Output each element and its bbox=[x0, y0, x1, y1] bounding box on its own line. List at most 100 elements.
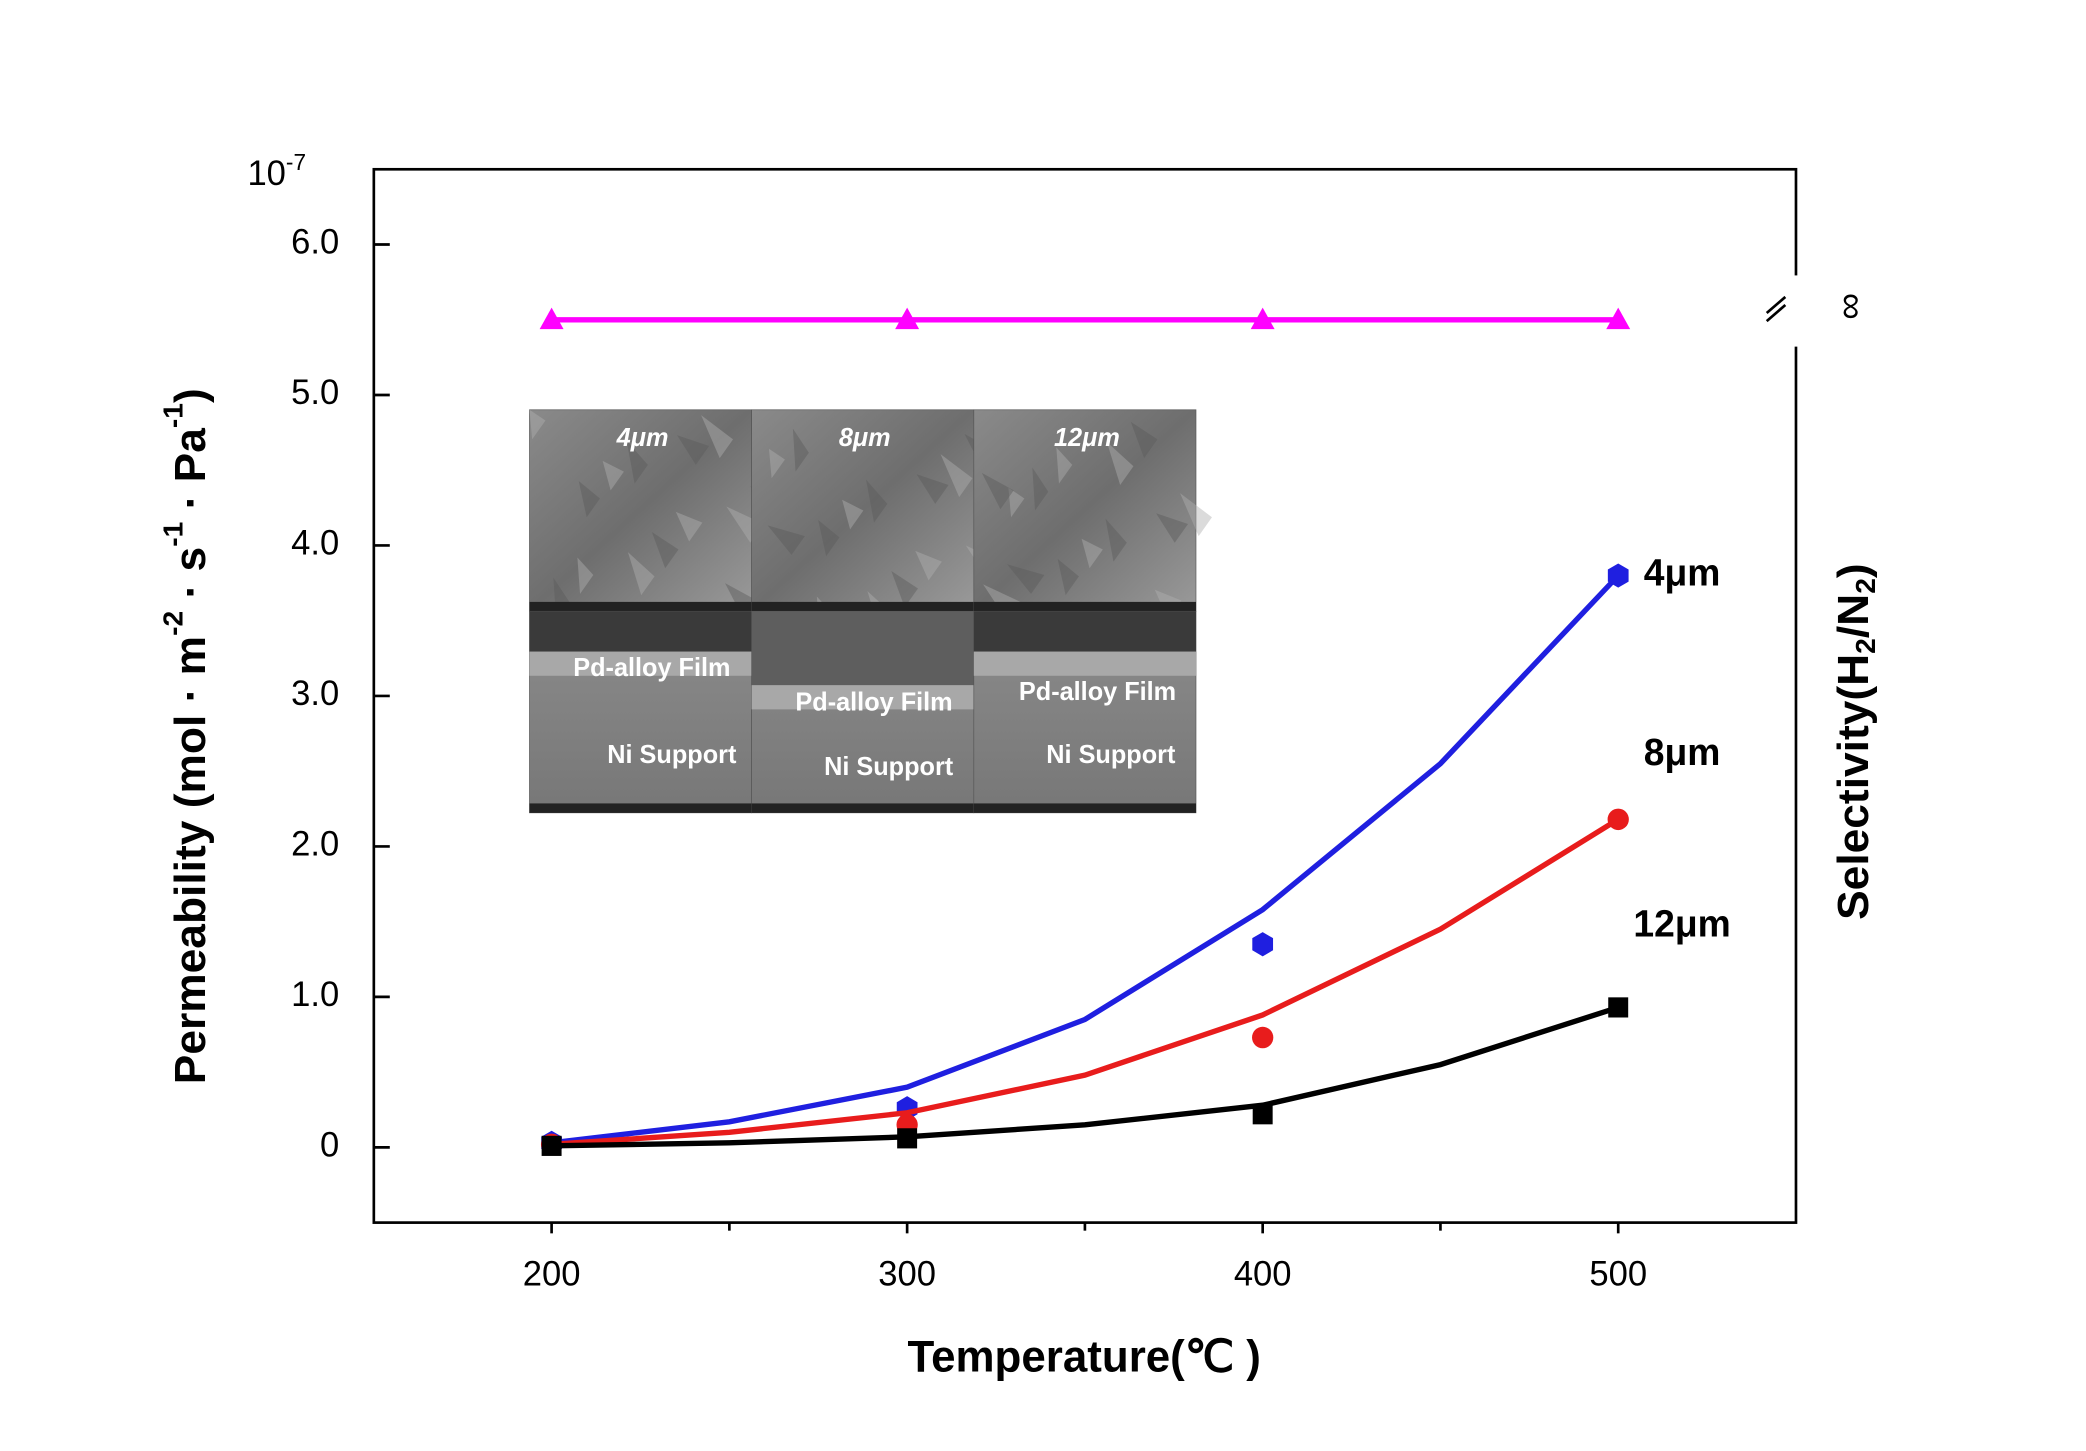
data-point bbox=[897, 1128, 918, 1149]
sem-grain bbox=[981, 472, 1014, 510]
inset-support-label: Ni Support bbox=[607, 741, 737, 769]
axis-break-mark bbox=[1765, 295, 1787, 315]
x-tick-label: 500 bbox=[1589, 1255, 1647, 1293]
inset-film-label: Pd-alloy Film bbox=[573, 654, 730, 682]
data-point bbox=[1607, 563, 1629, 588]
fit-curve bbox=[551, 573, 1621, 1146]
y-axis-title-superscript: -1 bbox=[158, 403, 189, 428]
sem-grain bbox=[818, 519, 840, 557]
series-label: 8μm bbox=[1644, 731, 1721, 773]
sem-grain bbox=[891, 570, 918, 608]
sem-grain bbox=[578, 480, 600, 518]
y-tick-label: 4.0 bbox=[291, 525, 339, 563]
sem-grain bbox=[1106, 442, 1134, 486]
sem-grain bbox=[675, 511, 703, 542]
sem-scalebar bbox=[973, 601, 1196, 612]
sem-grain bbox=[529, 409, 546, 440]
y2-axis-title: Selectivity(H2/N2) bbox=[1829, 563, 1882, 920]
sem-film bbox=[751, 685, 974, 710]
series-label: 12μm bbox=[1633, 903, 1730, 945]
data-point bbox=[895, 307, 920, 330]
y-axis-title-part: ) bbox=[166, 388, 215, 403]
sem-grain bbox=[626, 440, 648, 484]
sem-surface bbox=[751, 409, 975, 612]
y2-axis-title-subscript: 2 bbox=[1850, 638, 1881, 654]
sem-grain bbox=[1008, 487, 1025, 518]
sem-grain bbox=[627, 552, 655, 596]
data-point bbox=[1606, 307, 1631, 330]
inset-thickness-label: 8μm bbox=[839, 424, 891, 452]
y2-tick-label: ∞ bbox=[1828, 293, 1870, 320]
y-multiplier-base: 10 bbox=[247, 155, 285, 193]
sem-vacuum bbox=[529, 611, 752, 652]
y2-axis-title-part: ) bbox=[1829, 563, 1878, 578]
sem-grain bbox=[1156, 513, 1189, 543]
sem-grain bbox=[767, 525, 805, 555]
y-tick-label: 3.0 bbox=[291, 675, 339, 713]
data-point bbox=[539, 307, 564, 330]
sem-vacuum bbox=[973, 611, 1196, 652]
sem-grain bbox=[677, 435, 710, 465]
sem-grain bbox=[842, 499, 864, 530]
sem-scalebar bbox=[973, 803, 1196, 813]
y-axis-title-part: · s bbox=[166, 547, 215, 611]
sem-grain bbox=[1056, 447, 1073, 484]
y-multiplier-exponent: -7 bbox=[286, 149, 306, 175]
data-point bbox=[1252, 1104, 1273, 1125]
sem-grain bbox=[651, 532, 679, 569]
sem-grain bbox=[866, 479, 888, 523]
sem-grain bbox=[1180, 493, 1212, 537]
sem-scalebar bbox=[529, 803, 752, 813]
x-tick-label: 300 bbox=[878, 1255, 936, 1293]
y-axis-title-superscript: -1 bbox=[158, 522, 189, 547]
data-point bbox=[1608, 997, 1629, 1018]
x-tick-label: 200 bbox=[523, 1255, 581, 1293]
axis-break-mark bbox=[1765, 303, 1787, 323]
inset-support-label: Ni Support bbox=[824, 753, 954, 781]
sem-scalebar bbox=[529, 601, 752, 612]
sem-grain bbox=[940, 454, 973, 498]
inset-film-label: Pd-alloy Film bbox=[795, 689, 952, 717]
sem-grain bbox=[1057, 558, 1079, 596]
data-point bbox=[541, 1135, 562, 1156]
sem-surface bbox=[529, 409, 752, 612]
sem-grain bbox=[1081, 538, 1103, 569]
sem-grain bbox=[792, 428, 809, 472]
sem-grain bbox=[701, 415, 734, 459]
y-tick-label: 2.0 bbox=[291, 826, 339, 864]
sem-grain bbox=[916, 474, 949, 504]
sem-grain bbox=[1130, 421, 1158, 459]
sem-surface bbox=[973, 409, 1197, 612]
sem-film bbox=[973, 651, 1196, 676]
sem-scalebar bbox=[751, 601, 974, 612]
y-axis-title: Permeability (mol · m-2 · s-1 · Pa-1) bbox=[158, 388, 214, 1084]
axis-break-gap bbox=[1790, 275, 1802, 347]
sem-grain bbox=[915, 550, 942, 581]
x-tick-label: 400 bbox=[1234, 1255, 1292, 1293]
sem-grain bbox=[1032, 467, 1049, 511]
y-multiplier: 10-7 bbox=[247, 149, 306, 193]
inset-thickness-label: 12μm bbox=[1054, 424, 1120, 452]
inset-thickness-label: 4μm bbox=[616, 424, 669, 452]
sem-vacuum bbox=[751, 611, 974, 686]
y-tick-label: 6.0 bbox=[291, 224, 339, 262]
y-axis-title-part: Permeability (mol · m bbox=[166, 636, 215, 1084]
sem-grain bbox=[768, 448, 785, 479]
sem-grain bbox=[1007, 564, 1045, 594]
sem-grain bbox=[1105, 518, 1127, 562]
sem-grain bbox=[577, 557, 594, 594]
sem-film bbox=[529, 651, 752, 676]
y2-axis-title-part: Selectivity(H bbox=[1829, 654, 1878, 920]
y-tick-label: 0 bbox=[320, 1126, 339, 1164]
sem-grain bbox=[602, 460, 624, 491]
data-point bbox=[1252, 932, 1274, 957]
data-point bbox=[1250, 307, 1275, 330]
data-point bbox=[1607, 808, 1629, 831]
fit-curve bbox=[551, 817, 1620, 1148]
y-tick-label: 1.0 bbox=[291, 976, 339, 1014]
inset-film-label: Pd-alloy Film bbox=[1019, 678, 1176, 706]
y2-axis-title-part: /N bbox=[1829, 594, 1878, 638]
y-axis-title-part: · Pa bbox=[166, 428, 215, 522]
